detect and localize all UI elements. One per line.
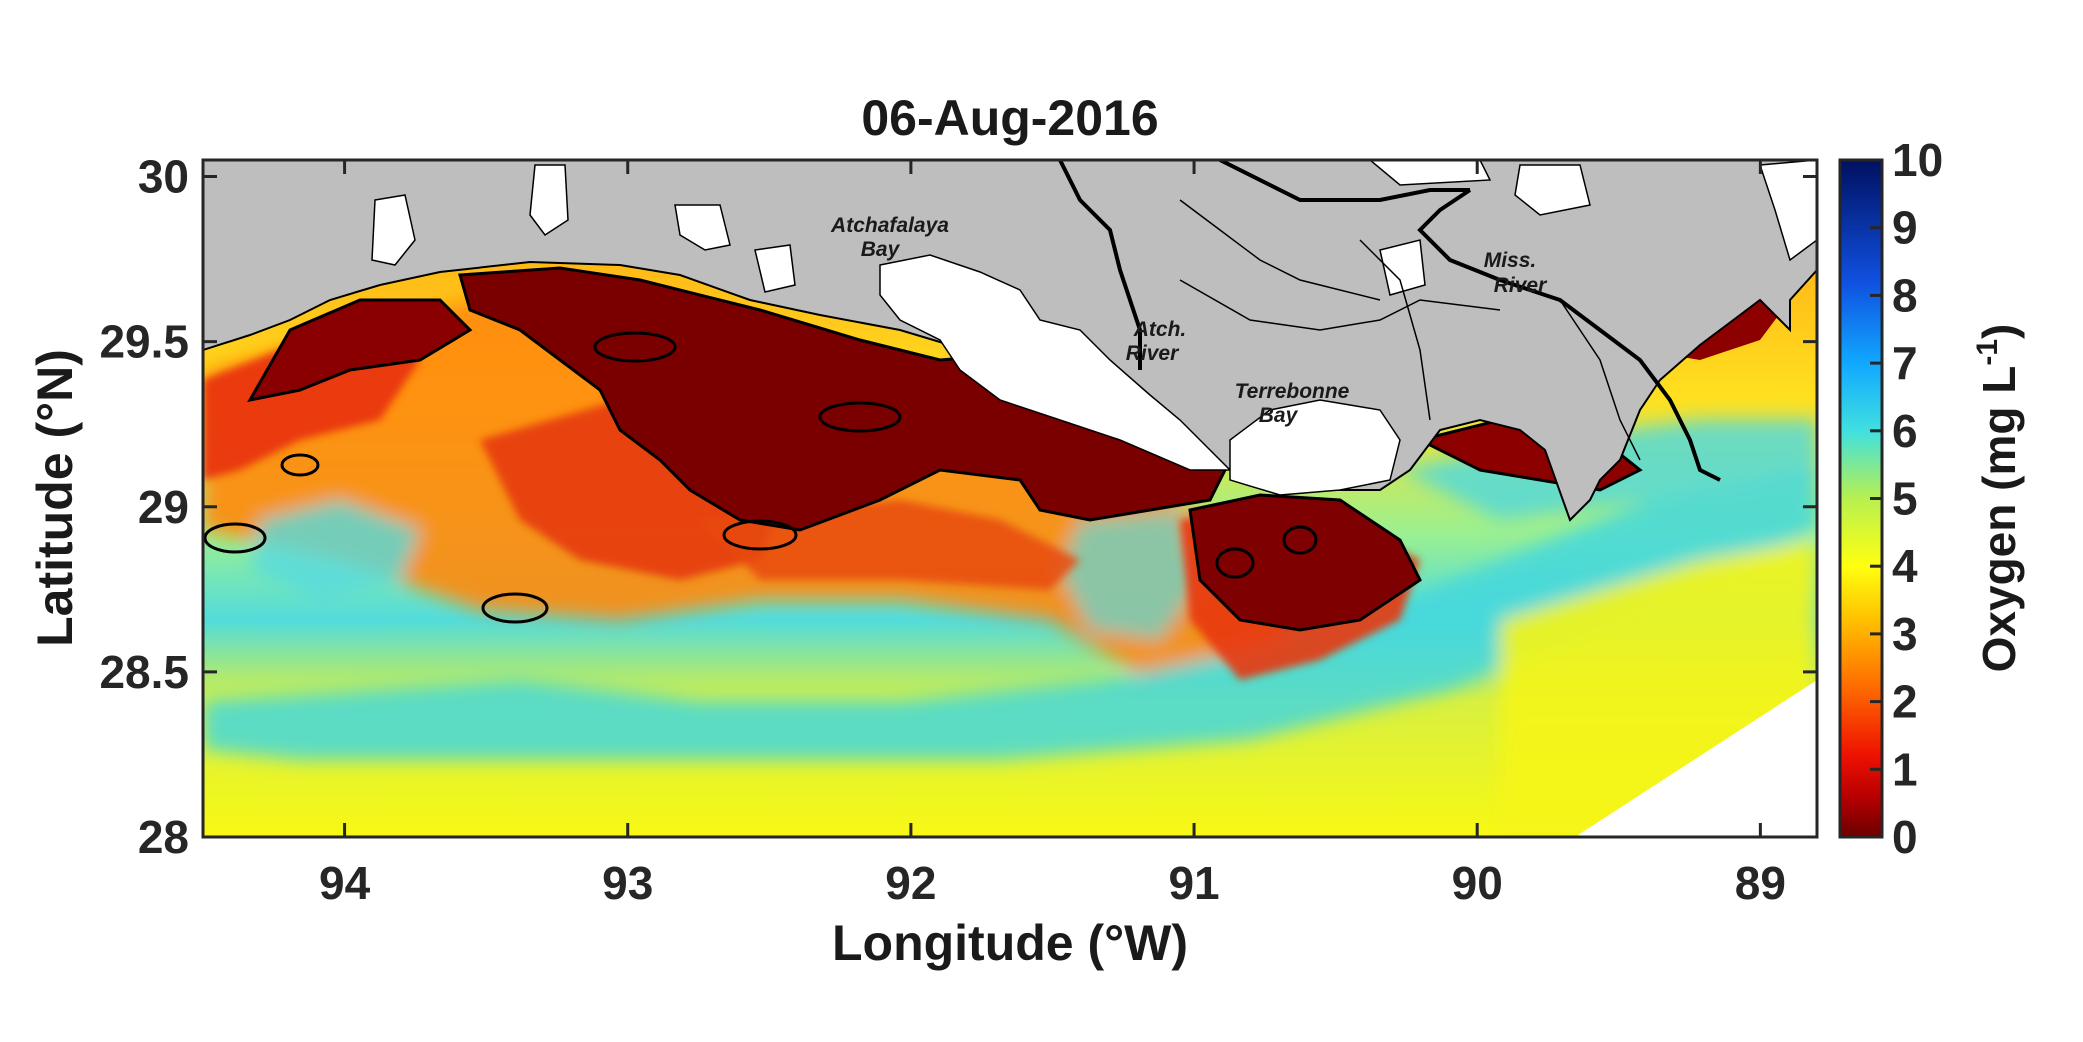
plot-frame [201, 158, 1819, 839]
colorbar-tick-label: 8 [1892, 269, 1918, 321]
y-tick-label: 29 [138, 481, 189, 533]
cyan-patch-mid [1060, 510, 1200, 640]
hypoxia-contour [458, 266, 1227, 532]
waterway-4 [1559, 299, 1641, 461]
hypoxia-contour-south [1188, 493, 1422, 632]
lake-west-3 [674, 204, 731, 251]
rivers [1058, 160, 1721, 482]
y-axis-label: Latitude (°N) [27, 349, 83, 647]
x-tick-label: 91 [1168, 857, 1219, 909]
colorbar-tick-label: 6 [1892, 405, 1918, 457]
contour-island-1 [593, 331, 677, 363]
y-tick-label: 29.5 [99, 316, 189, 368]
contour-island-5 [203, 522, 267, 554]
contour-island-6 [1215, 547, 1255, 579]
x-tick-label: 89 [1735, 857, 1786, 909]
contour-island-4 [481, 592, 549, 624]
lake-west-1 [371, 194, 416, 266]
hypoxia-contour-west [247, 298, 473, 403]
atchafalaya-bay-label-1: Atchafalaya [830, 214, 949, 237]
contour-island-2 [818, 401, 902, 433]
map-plot-area: Atchafalaya Bay Atch. River Terrebonne B… [203, 160, 1817, 837]
map-title: 06-Aug-2016 [861, 90, 1158, 146]
place-labels: Atchafalaya Bay Atch. River Terrebonne B… [830, 214, 1548, 427]
hypoxic-zone-south [1190, 495, 1420, 630]
lake-ne-2 [1514, 164, 1591, 216]
river-north [1219, 160, 1470, 202]
colorbar-label-text: Oxygen (mg L [1973, 366, 2025, 673]
colorbar-tick-label: 1 [1892, 743, 1918, 795]
colorbar-label: Oxygen (mg L-1) [1971, 324, 2025, 673]
waterway-1 [1179, 279, 1501, 331]
x-tick-label: 93 [602, 857, 653, 909]
lake-ne-1 [1379, 239, 1426, 296]
x-axis-label: Longitude (°W) [832, 915, 1188, 971]
colorbar-label-close: ) [1973, 324, 2025, 339]
contour-island-7 [1282, 525, 1318, 555]
waterway-3 [1359, 239, 1431, 421]
colorbar-tick-label: 4 [1892, 540, 1918, 592]
atchafalaya-bay-label-2: Bay [861, 238, 901, 261]
contour-island-8 [280, 453, 320, 477]
x-axis: 94 93 92 91 90 89 [319, 160, 1786, 909]
x-tick-label: 90 [1452, 857, 1503, 909]
terrebonne-bay-label-1: Terrebonne [1235, 380, 1350, 403]
x-tick-label: 94 [319, 857, 371, 909]
y-tick-label: 28 [138, 811, 189, 863]
atchafalaya-river [1058, 160, 1142, 370]
colorbar: 0 1 2 3 4 5 6 7 8 9 10 Oxygen (mg L-1) [1838, 134, 2025, 863]
colorbar-ticks: 0 1 2 3 4 5 6 7 8 9 10 [1870, 134, 1943, 863]
miss-river-label-1: Miss. [1484, 249, 1537, 272]
mississippi-river [1417, 188, 1721, 482]
lake-west-2 [529, 164, 569, 237]
waterway-2 [1179, 199, 1381, 301]
x-tick-label: 92 [885, 857, 936, 909]
cyan-band [203, 470, 1817, 760]
colorbar-tick-label: 3 [1892, 608, 1918, 660]
bays [371, 160, 1817, 496]
atch-river-label-1: Atch. [1133, 318, 1187, 341]
colorbar-tick-label: 0 [1892, 811, 1918, 863]
miss-river-label-2: River [1494, 274, 1548, 297]
lake-west-4 [754, 244, 796, 293]
colorbar-label-sup: -1 [1971, 339, 2004, 366]
contour-lines [203, 266, 1643, 632]
colorbar-tick-label: 5 [1892, 473, 1918, 525]
terrebonne-bay-label-2: Bay [1259, 404, 1299, 427]
y-tick-label: 30 [138, 151, 189, 203]
y-axis: 30 29.5 29 28.5 28 [99, 151, 1817, 863]
colorbar-tick-label: 7 [1892, 337, 1918, 389]
y-tick-label: 28.5 [99, 646, 189, 698]
cyan-patch-west [250, 500, 420, 600]
lake-ne-3 [1368, 160, 1492, 186]
terrebonne-bay [1229, 399, 1401, 496]
atch-river-label-2: River [1126, 342, 1180, 365]
colorbar-tick-label: 2 [1892, 676, 1918, 728]
colorbar-tick-label: 9 [1892, 202, 1918, 254]
outside-domain [1575, 680, 1817, 837]
colorbar-tick-label: 10 [1892, 134, 1943, 186]
contour-island-3 [722, 519, 798, 551]
